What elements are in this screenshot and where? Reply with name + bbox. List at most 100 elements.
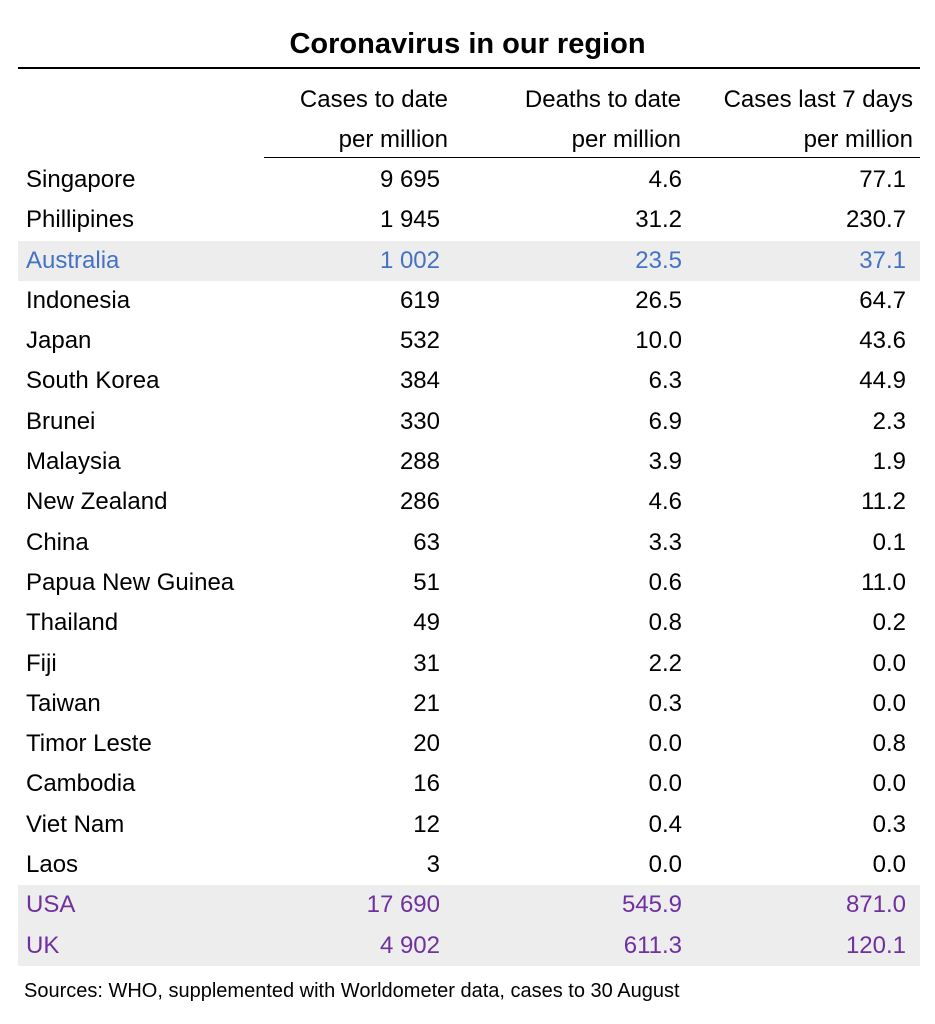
country-cell: UK (26, 931, 60, 959)
week-cases-cell: 43.6 (859, 327, 906, 355)
week-cases-cell: 0.0 (872, 770, 906, 798)
header-deaths-line1: Deaths to date (524, 86, 681, 113)
cases-cell: 51 (413, 568, 440, 596)
deaths-cell: 0.3 (648, 689, 682, 717)
week-cases-cell: 44.9 (859, 367, 906, 395)
country-cell: Papua New Guinea (26, 568, 235, 596)
table-row: South Korea 384 6.3 44.9 (18, 361, 920, 401)
country-cell: South Korea (26, 367, 160, 395)
table-title: Coronavirus in our region (289, 28, 646, 60)
week-cases-cell: 0.8 (872, 730, 906, 758)
deaths-cell: 6.3 (648, 367, 682, 395)
cases-cell: 49 (413, 609, 440, 637)
deaths-cell: 6.9 (648, 407, 682, 435)
deaths-cell: 2.2 (648, 649, 682, 677)
cases-cell: 286 (399, 488, 440, 516)
top-rule (18, 67, 920, 69)
cases-cell: 63 (413, 528, 440, 556)
country-cell: Singapore (26, 166, 136, 193)
week-cases-cell: 0.0 (872, 689, 906, 717)
deaths-cell: 0.0 (648, 730, 682, 758)
header-cases-line2: per million (338, 126, 448, 153)
cases-cell: 532 (399, 327, 440, 355)
source-note: Sources: WHO, supplemented with Worldome… (24, 980, 680, 1002)
deaths-cell: 4.6 (648, 488, 682, 516)
week-cases-cell: 11.2 (861, 488, 906, 516)
header-rule (264, 157, 920, 158)
country-cell: Japan (26, 327, 92, 355)
country-cell: Cambodia (26, 770, 136, 798)
table-row: Thailand 49 0.8 0.2 (18, 603, 920, 643)
country-cell: Brunei (26, 407, 96, 435)
table-row: Taiwan 21 0.3 0.0 (18, 684, 920, 724)
week-cases-cell: 2.3 (872, 407, 906, 435)
table-row: Viet Nam 12 0.4 0.3 (18, 805, 920, 845)
table-row: Brunei 330 6.9 2.3 (18, 402, 920, 442)
cases-cell: 1 002 (379, 246, 440, 274)
cases-cell: 16 (413, 770, 440, 798)
header-week-line2: per million (803, 126, 913, 153)
cases-cell: 12 (413, 810, 440, 838)
country-cell: USA (26, 891, 76, 919)
header-deaths: Deaths to date per million (525, 80, 681, 160)
cases-cell: 330 (399, 407, 440, 435)
table-row: Malaysia 288 3.9 1.9 (18, 442, 920, 482)
cases-cell: 1 945 (379, 206, 440, 234)
header-cases: Cases to date per million (300, 80, 448, 160)
deaths-cell: 0.6 (648, 568, 682, 596)
table-row: Phillipines 1 945 31.2 230.7 (18, 200, 920, 240)
deaths-cell: 611.3 (623, 931, 682, 959)
cases-cell: 4 902 (379, 931, 440, 959)
cases-cell: 3 (426, 851, 440, 879)
deaths-cell: 10.0 (635, 327, 682, 355)
table-row: Fiji 31 2.2 0.0 (18, 644, 920, 684)
deaths-cell: 26.5 (635, 286, 682, 314)
week-cases-cell: 0.3 (872, 810, 906, 838)
cases-cell: 288 (399, 448, 440, 476)
cases-cell: 17 690 (366, 891, 440, 919)
deaths-cell: 23.5 (635, 246, 682, 274)
cases-cell: 21 (413, 689, 440, 717)
cases-cell: 619 (399, 286, 440, 314)
week-cases-cell: 77.1 (859, 166, 906, 193)
table-row: Singapore 9 695 4.6 77.1 (18, 160, 920, 200)
header-deaths-line2: per million (571, 126, 681, 153)
country-cell: China (26, 528, 89, 556)
week-cases-cell: 37.1 (859, 246, 906, 274)
country-cell: Laos (26, 851, 79, 879)
deaths-cell: 0.0 (648, 770, 682, 798)
table-row: Indonesia 619 26.5 64.7 (18, 281, 920, 321)
header-week-line1: Cases last 7 days (723, 86, 913, 113)
week-cases-cell: 871.0 (845, 891, 906, 919)
table-row: UK 4 902 611.3 120.1 (18, 925, 920, 966)
cases-cell: 384 (399, 367, 440, 395)
country-cell: Phillipines (26, 206, 135, 234)
week-cases-cell: 11.0 (861, 568, 906, 596)
country-cell: Taiwan (26, 689, 101, 717)
table-row: New Zealand 286 4.6 11.2 (18, 482, 920, 522)
country-cell: Thailand (26, 609, 119, 637)
deaths-cell: 0.0 (648, 851, 682, 879)
deaths-cell: 0.4 (648, 810, 682, 838)
cases-cell: 20 (413, 730, 440, 758)
country-cell: New Zealand (26, 488, 168, 516)
header-week: Cases last 7 days per million (724, 80, 913, 160)
table-body: Singapore 9 695 4.6 77.1 Phillipines 1 945 3 1.… (18, 160, 920, 966)
week-cases-cell: 0.2 (872, 609, 906, 637)
table-row: Papua New Guinea 51 0.6 11.0 (18, 563, 920, 603)
country-cell: Fiji (26, 649, 57, 677)
table-row: Australia 1 002 23.5 37.1 (18, 240, 920, 281)
cases-cell: 31 (413, 649, 440, 677)
week-cases-cell: 1.9 (872, 448, 906, 476)
week-cases-cell: 0.0 (872, 649, 906, 677)
table-row: Timor Leste 20 0.0 0.8 (18, 724, 920, 764)
table-row: China 63 3.3 0.1 (18, 523, 920, 563)
table-row: Japan 532 10.0 43.6 (18, 321, 920, 361)
deaths-cell: 3.3 (648, 528, 682, 556)
table-row: Cambodia 16 0.0 0.0 (18, 764, 920, 804)
country-cell: Indonesia (26, 286, 131, 314)
country-cell: Timor Leste (26, 730, 152, 758)
deaths-cell: 3.9 (648, 448, 682, 476)
country-cell: Malaysia (26, 448, 121, 476)
deaths-cell: 545.9 (621, 891, 682, 919)
